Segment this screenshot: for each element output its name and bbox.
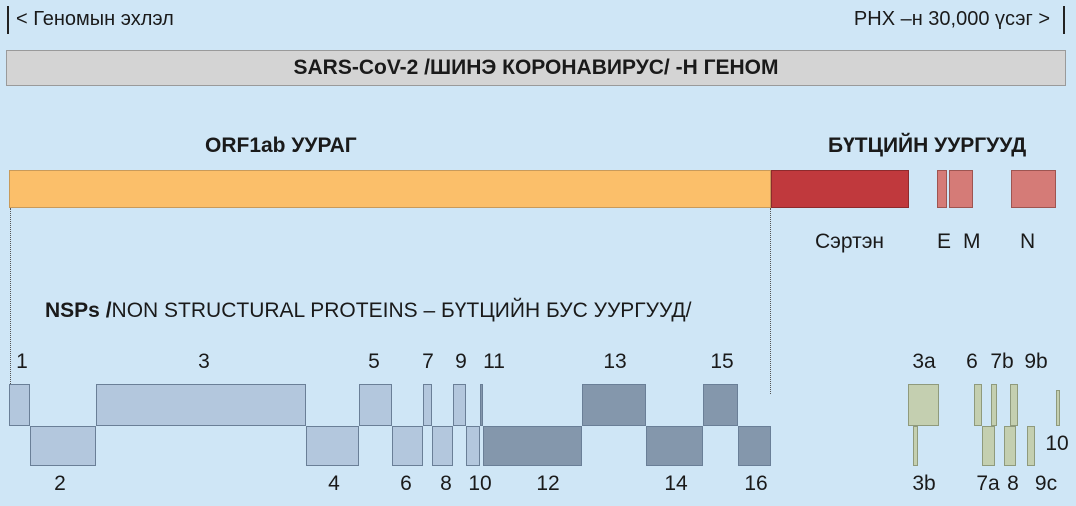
orf6-segment: [974, 384, 982, 426]
orf1ab-start-guide: [10, 208, 11, 394]
accessory-number: 9b: [1024, 350, 1048, 373]
accessory-number: 6: [966, 350, 978, 373]
nsp-number: 12: [536, 472, 560, 495]
orf9b-segment: [1010, 384, 1018, 426]
nsp-number: 15: [710, 350, 734, 373]
spike-bar: [771, 170, 909, 208]
nsp9-segment: [453, 384, 466, 426]
nsp-number: 16: [744, 472, 768, 495]
accessory-number: 7b: [990, 350, 1014, 373]
nsp8-segment: [432, 426, 453, 466]
n-bar: [1011, 170, 1056, 208]
nsp-number: 7: [422, 350, 434, 373]
orf8-segment: [1004, 426, 1016, 466]
orf1ab-heading: ORF1ab УУРАГ: [205, 134, 357, 157]
nsp2-segment: [30, 426, 96, 466]
orf7a-segment: [982, 426, 995, 466]
nsp-number: 14: [664, 472, 688, 495]
spike-label: Сэртэн: [815, 230, 885, 253]
orf1ab-end-guide: [770, 208, 771, 394]
nsp3-segment: [96, 384, 306, 426]
orf7b-segment: [991, 384, 997, 426]
nsp5-segment: [359, 384, 392, 426]
right-edge-marker: [1063, 6, 1065, 34]
nsp-heading-text: NON STRUCTURAL PROTEINS – БҮТЦИЙН БУС УУ…: [111, 299, 692, 322]
accessory-number: 3a: [912, 350, 936, 373]
e-bar: [937, 170, 947, 208]
nsp12-segment: [483, 426, 582, 466]
nsp-number: 5: [368, 350, 380, 373]
nsp10-segment: [466, 426, 480, 466]
nsp-number: 4: [328, 472, 340, 495]
nsp-number: 2: [54, 472, 66, 495]
genome-start-label: < Геномын эхлэл: [16, 8, 174, 30]
nsp7-segment: [423, 384, 432, 426]
nsp-number: 9: [455, 350, 467, 373]
e-label: E: [937, 230, 952, 253]
nsp-number: 13: [603, 350, 627, 373]
accessory-number: 8: [1007, 472, 1019, 495]
nsp11-segment: [480, 384, 483, 426]
nsp-number: 8: [440, 472, 452, 495]
orf3a-segment: [908, 384, 939, 426]
nsp-number: 11: [483, 350, 505, 373]
nsp-number: 6: [400, 472, 412, 495]
nsp13-segment: [582, 384, 646, 426]
structural-heading: БҮТЦИЙН УУРГУУД: [828, 134, 1027, 157]
left-edge-marker: [7, 6, 9, 34]
orf10-segment: [1056, 390, 1060, 426]
accessory-number: 10: [1045, 432, 1069, 455]
accessory-number: 9c: [1034, 472, 1058, 495]
nsp-number: 10: [468, 472, 492, 495]
m-label: M: [963, 230, 981, 253]
nsp-number: 3: [198, 350, 210, 373]
genome-length-label: РНХ –н 30,000 үсэг >: [853, 8, 1050, 30]
accessory-number: 3b: [912, 472, 936, 495]
nsp4-segment: [306, 426, 359, 466]
nsp1-segment: [9, 384, 30, 426]
nsp15-segment: [703, 384, 738, 426]
m-bar: [949, 170, 973, 208]
nsp-heading: NSPs /NON STRUCTURAL PROTEINS – БҮТЦИЙН …: [45, 299, 691, 323]
nsp6-segment: [392, 426, 423, 466]
orf1ab-bar: [9, 170, 771, 208]
nsp14-segment: [646, 426, 703, 466]
n-label: N: [1020, 230, 1036, 253]
orf3b-segment: [913, 426, 918, 466]
nsp16-segment: [738, 426, 771, 466]
genome-title: SARS-CoV-2 /ШИНЭ КОРОНАВИРУС/ -Н ГЕНОМ: [293, 56, 779, 79]
nsp-number: 1: [16, 350, 28, 373]
accessory-number: 7a: [976, 472, 1000, 495]
orf9c-segment: [1027, 426, 1035, 466]
genome-title-bar: SARS-CoV-2 /ШИНЭ КОРОНАВИРУС/ -Н ГЕНОМ: [6, 50, 1066, 86]
nsp-heading-bold: NSPs /: [45, 299, 112, 322]
